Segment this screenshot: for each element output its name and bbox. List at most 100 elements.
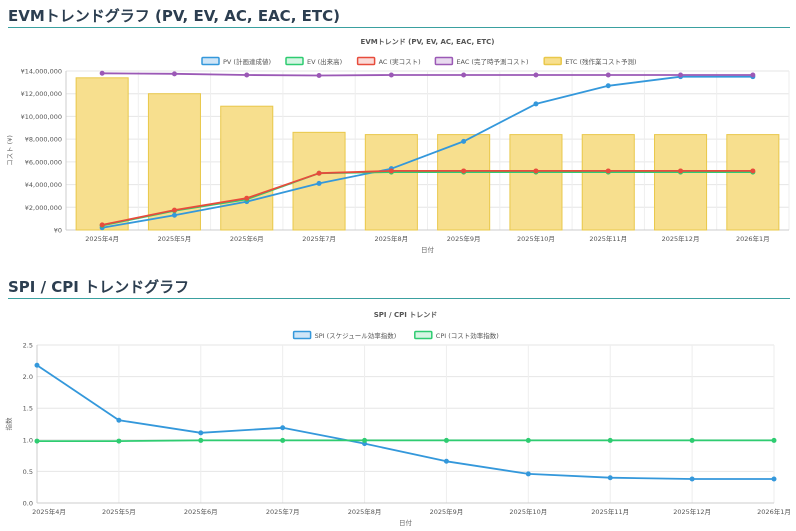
etc-bar[interactable]: [509, 134, 563, 231]
legend-label[interactable]: CPI (コスト効率指数): [436, 331, 499, 340]
pv-data-point[interactable]: [533, 101, 539, 107]
x-tick-label: 2025年11月: [591, 507, 629, 516]
legend-swatch[interactable]: [292, 330, 312, 340]
x-tick-label: 2025年6月: [230, 234, 264, 243]
evm-trend-chart[interactable]: EVMトレンド (PV, EV, AC, EAC, ETC) PV (計画達成値)…: [0, 30, 796, 268]
legend-swatch[interactable]: [543, 56, 562, 66]
legend-swatch[interactable]: [434, 56, 454, 66]
pv-data-point[interactable]: [316, 180, 322, 186]
cpi-data-point[interactable]: [198, 437, 204, 443]
ac-data-point[interactable]: [678, 168, 684, 174]
eac-data-point[interactable]: [171, 71, 177, 77]
legend-label[interactable]: EV (出来高): [307, 57, 342, 66]
y-tick-label: ¥12,000,000: [21, 90, 62, 98]
cpi-data-point[interactable]: [771, 437, 777, 443]
eac-data-point[interactable]: [461, 72, 467, 78]
x-tick-label: 2025年5月: [102, 507, 136, 516]
cpi-data-point[interactable]: [689, 437, 695, 443]
x-tick-label: 2025年12月: [673, 507, 711, 516]
legend-label[interactable]: ETC (残作業コスト予測): [565, 57, 636, 66]
legend-label[interactable]: EAC (完了時予測コスト): [456, 57, 528, 66]
evm-section-divider: [8, 27, 790, 28]
x-tick-label: 2025年10月: [509, 507, 547, 516]
pv-data-point[interactable]: [461, 138, 467, 144]
etc-bar[interactable]: [581, 134, 635, 231]
y-tick-label: 2.0: [23, 373, 33, 381]
eac-series-line[interactable]: [102, 72, 753, 77]
eac-data-point[interactable]: [316, 73, 322, 79]
legend-swatch[interactable]: [285, 56, 304, 66]
y-tick-label: ¥14,000,000: [21, 68, 62, 76]
eac-data-point[interactable]: [244, 72, 250, 78]
spi-data-point[interactable]: [443, 458, 449, 464]
ac-data-point[interactable]: [461, 168, 467, 174]
legend-label[interactable]: AC (実コスト): [379, 57, 421, 66]
spi-data-point[interactable]: [771, 476, 777, 482]
ac-data-point[interactable]: [99, 222, 105, 228]
y-tick-label: 1.5: [23, 405, 33, 413]
legend-swatch[interactable]: [414, 330, 433, 340]
ac-data-point[interactable]: [388, 168, 394, 174]
legend-label[interactable]: PV (計画達成値): [223, 57, 271, 66]
pv-series-line[interactable]: [102, 75, 753, 229]
spi-data-point[interactable]: [198, 430, 204, 436]
etc-bar[interactable]: [437, 134, 491, 231]
legend-swatch[interactable]: [356, 56, 376, 66]
x-tick-label: 2025年10月: [517, 234, 555, 243]
ac-data-point[interactable]: [244, 195, 250, 201]
cpi-data-point[interactable]: [362, 437, 368, 443]
ac-data-point[interactable]: [750, 168, 756, 174]
x-tick-label: 2025年9月: [430, 507, 464, 516]
spi-data-point[interactable]: [280, 425, 286, 431]
x-tick-label: 2025年4月: [32, 507, 66, 516]
x-tick-label: 2026年1月: [736, 234, 770, 243]
eac-data-point[interactable]: [678, 72, 684, 78]
x-tick-label: 2025年12月: [662, 234, 700, 243]
etc-bar[interactable]: [364, 134, 418, 231]
x-tick-label: 2025年5月: [158, 234, 192, 243]
spi-data-point[interactable]: [689, 476, 695, 482]
spi-cpi-trend-chart[interactable]: SPI / CPI トレンド SPI (スケジュール効率指数) CPI (コスト効率…: [0, 301, 796, 531]
y-tick-label: 0.5: [23, 468, 33, 476]
cpi-series-line[interactable]: [37, 439, 774, 443]
ac-data-point[interactable]: [316, 170, 322, 176]
y-axis-label: 指数: [4, 417, 13, 431]
eac-data-point[interactable]: [533, 72, 539, 78]
cpi-data-point[interactable]: [525, 437, 531, 443]
chart-title: SPI / CPI トレンド: [374, 311, 438, 319]
etc-bar[interactable]: [220, 105, 274, 231]
etc-bar[interactable]: [654, 134, 708, 231]
y-tick-label: 2.5: [23, 342, 33, 350]
eac-data-point[interactable]: [99, 70, 105, 76]
x-axis-label: 日付: [421, 245, 435, 254]
spi-data-point[interactable]: [116, 417, 122, 423]
legend-label[interactable]: SPI (スケジュール効率指数): [315, 331, 397, 340]
cpi-data-point[interactable]: [34, 438, 40, 444]
legend-swatch[interactable]: [201, 56, 220, 66]
eac-data-point[interactable]: [605, 72, 611, 78]
x-tick-label: 2025年7月: [302, 234, 336, 243]
pv-data-point[interactable]: [171, 212, 177, 218]
spi-data-point[interactable]: [607, 475, 613, 481]
ac-data-point[interactable]: [533, 168, 539, 174]
ac-data-point[interactable]: [605, 168, 611, 174]
cpi-data-point[interactable]: [443, 437, 449, 443]
ac-series-line[interactable]: [102, 169, 753, 226]
spi-data-point[interactable]: [525, 471, 531, 477]
etc-bar[interactable]: [75, 77, 129, 231]
cpi-data-point[interactable]: [607, 437, 613, 443]
cpi-data-point[interactable]: [116, 438, 122, 444]
spi-series-line[interactable]: [36, 364, 774, 480]
ac-data-point[interactable]: [171, 207, 177, 213]
pv-data-point[interactable]: [605, 83, 611, 89]
spi-data-point[interactable]: [34, 362, 40, 368]
y-tick-label: ¥4,000,000: [25, 181, 62, 189]
y-tick-label: ¥10,000,000: [21, 113, 62, 121]
x-tick-label: 2025年8月: [348, 507, 382, 516]
eac-data-point[interactable]: [750, 72, 756, 78]
x-tick-label: 2025年8月: [375, 234, 409, 243]
etc-bar[interactable]: [726, 134, 780, 231]
eac-data-point[interactable]: [388, 72, 394, 78]
cpi-data-point[interactable]: [280, 437, 286, 443]
x-tick-label: 2025年6月: [184, 507, 218, 516]
